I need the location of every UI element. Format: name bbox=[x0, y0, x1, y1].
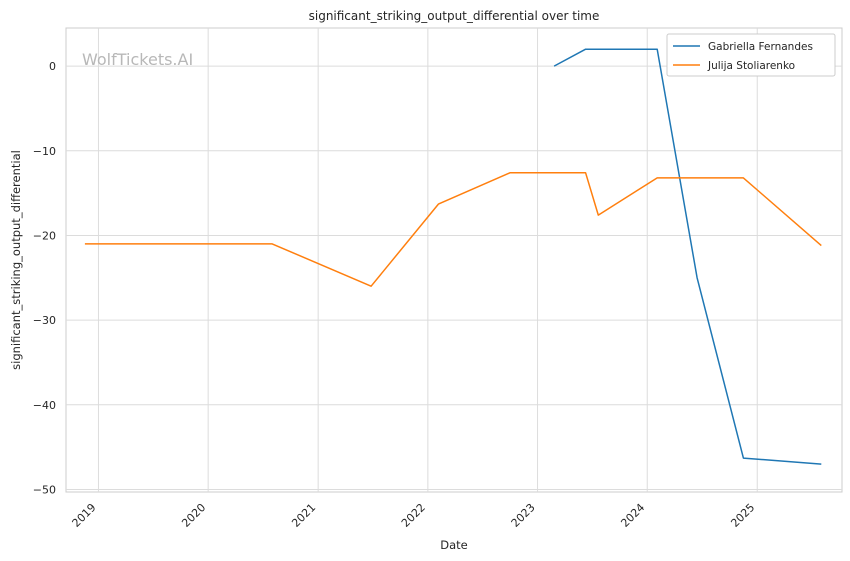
grid bbox=[66, 28, 842, 492]
chart-title: significant_striking_output_differential… bbox=[309, 9, 600, 23]
y-tick-label: −40 bbox=[33, 399, 56, 412]
legend-label-gabriella: Gabriella Fernandes bbox=[708, 41, 813, 53]
legend: Gabriella Fernandes Julija Stoliarenko bbox=[666, 33, 836, 77]
watermark: WolfTickets.AI bbox=[82, 50, 193, 69]
x-tick-label: 2022 bbox=[399, 501, 428, 530]
y-tick-label: 0 bbox=[49, 60, 56, 73]
x-tick-label: 2024 bbox=[618, 501, 647, 530]
y-tick-label: −30 bbox=[33, 314, 56, 327]
y-tick-label: −10 bbox=[33, 145, 56, 158]
x-tick-label: 2019 bbox=[70, 501, 99, 530]
x-axis-label: Date bbox=[440, 538, 468, 552]
x-tick-label: 2020 bbox=[179, 501, 208, 530]
plot-area bbox=[65, 27, 843, 493]
x-tick-label: 2025 bbox=[728, 501, 757, 530]
y-tick-label: −50 bbox=[33, 483, 56, 496]
legend-label-julija: Julija Stoliarenko bbox=[707, 60, 795, 72]
x-tick-label: 2023 bbox=[509, 501, 538, 530]
y-tick-label: −20 bbox=[33, 229, 56, 242]
series-line-1 bbox=[84, 172, 822, 287]
series-line-0 bbox=[553, 48, 822, 465]
x-tick-label: 2021 bbox=[289, 501, 318, 530]
y-axis-label: significant_striking_output_differential bbox=[9, 150, 23, 370]
legend-box bbox=[666, 33, 836, 77]
series-lines bbox=[84, 48, 822, 465]
